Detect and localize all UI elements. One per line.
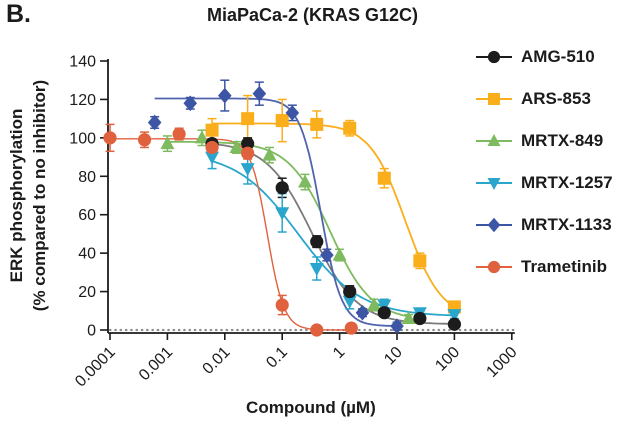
error-bars-amg-510 (207, 131, 459, 329)
legend-label: MRTX-849 (521, 131, 604, 150)
legend-item-trametinib: Trametinib (474, 254, 613, 280)
y-axis-ticks: 0 20 40 60 80 100 120 140 (69, 54, 108, 340)
triangle-down-marker-icon (476, 178, 512, 190)
legend-item-amg-510: AMG-510 (474, 44, 613, 70)
y-axis-title-line1: ERK phosphorylation (7, 109, 26, 283)
error-bars-ars-853 (207, 94, 459, 314)
x-axis-title: Compound (µM) (246, 398, 376, 417)
legend-label: AMG-510 (521, 47, 595, 66)
legend-item-mrtx-1133: MRTX-1133 (474, 212, 613, 238)
series-points-mrtx-1257 (205, 151, 462, 323)
y-axis-title-line2: (% compared to no inhibitor) (30, 80, 49, 311)
x-tick-label: 0.1 (263, 344, 291, 372)
fit-curve-mrtx-849 (167, 140, 409, 318)
chart-title: MiaPaCa-2 (KRAS G12C) (206, 5, 419, 25)
series-points-ars-853 (205, 112, 461, 314)
x-tick-label: 1 (330, 344, 348, 362)
legend-label: ARS-853 (521, 89, 591, 108)
y-tick-label: 140 (69, 54, 96, 71)
y-tick-label: 100 (69, 130, 96, 147)
x-tick-label: 1000 (483, 344, 520, 381)
chart-legend: AMG-510 ARS-853 MRTX-849 MRTX-1257 MRTX-1133… (474, 44, 613, 296)
y-tick-label: 0 (87, 323, 96, 340)
series-points-mrtx-1133 (147, 85, 404, 334)
error-bars-trametinib (105, 123, 356, 333)
legend-item-mrtx-1257: MRTX-1257 (474, 170, 613, 196)
x-tick-label: 0.01 (200, 344, 234, 378)
y-tick-label: 20 (78, 284, 96, 301)
series-points-mrtx-849 (160, 130, 416, 324)
x-tick-label: 0.001 (136, 344, 176, 384)
fit-curve-mrtx-1133 (154, 97, 397, 327)
y-tick-label: 60 (78, 207, 96, 224)
legend-label: MRTX-1133 (521, 215, 612, 234)
error-bars-mrtx-849 (162, 129, 414, 324)
axes (107, 59, 516, 334)
series-points-trametinib (103, 127, 358, 337)
legend-item-mrtx-849: MRTX-849 (474, 128, 613, 154)
legend-label: Trametinib (521, 257, 607, 276)
circle-marker-icon (476, 260, 512, 274)
x-axis-ticks: 0.0001 0.001 0.01 0.1 1 10 100 1000 (72, 333, 521, 391)
panel-label: B. (6, 0, 31, 28)
x-tick-label: 10 (381, 344, 406, 369)
square-marker-icon (476, 93, 512, 105)
triangle-up-marker-icon (476, 134, 512, 146)
circle-marker-icon (476, 50, 512, 64)
y-tick-label: 120 (69, 92, 96, 109)
legend-label: MRTX-1257 (521, 173, 613, 192)
x-tick-label: 100 (432, 344, 463, 375)
diamond-marker-icon (476, 217, 512, 233)
y-tick-label: 40 (78, 246, 96, 263)
legend-item-ars-853: ARS-853 (474, 86, 613, 112)
x-tick-label: 0.0001 (72, 344, 119, 391)
y-tick-label: 80 (78, 169, 96, 186)
